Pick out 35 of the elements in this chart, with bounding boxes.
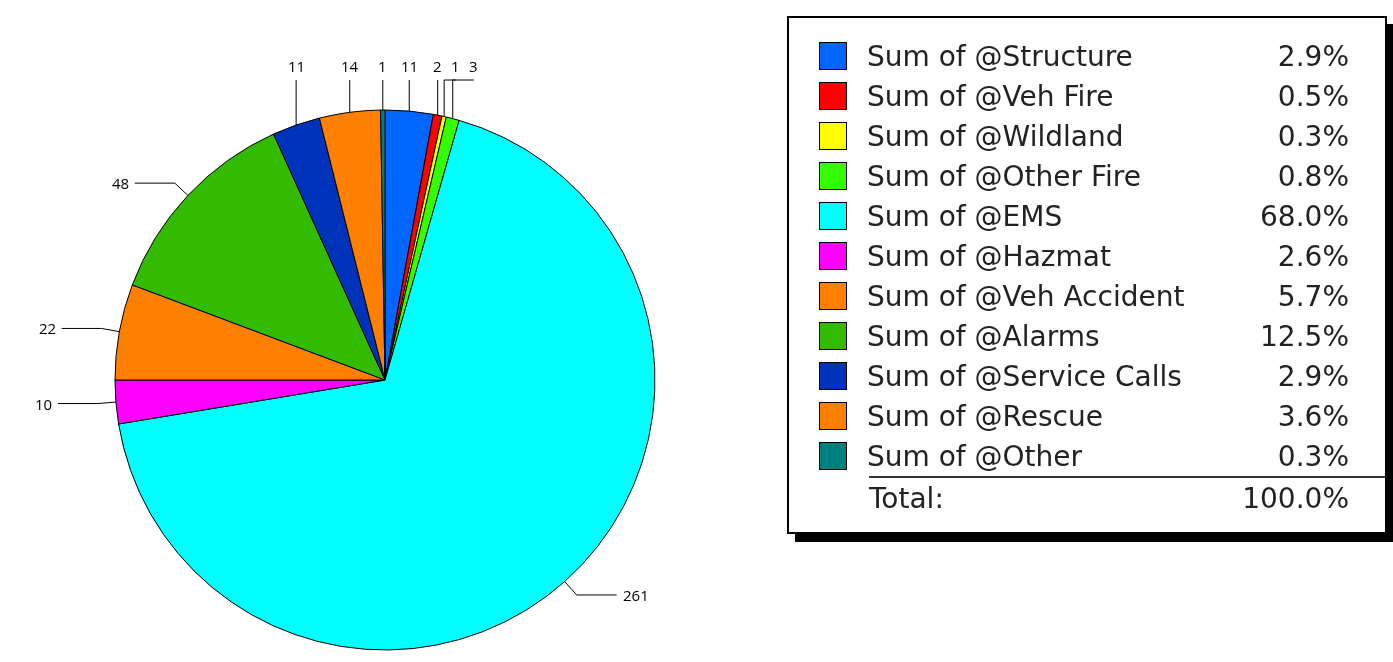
legend-label: Sum of @Structure (867, 39, 1134, 73)
data-label: 3 (469, 56, 478, 76)
text: 0.8% (1276, 159, 1350, 193)
data-label: 11 (401, 56, 419, 76)
text: 0.3% (1276, 119, 1350, 153)
legend-label: Sum of @Other (867, 439, 1084, 473)
data-label: 48 (112, 173, 130, 193)
text: 2.6% (1276, 239, 1350, 273)
legend-label: Sum of @Service Calls (867, 359, 1183, 393)
legend-label: Sum of @Rescue (867, 399, 1104, 433)
data-label: 2 (433, 56, 442, 76)
text: 12.5% (1259, 319, 1350, 353)
legend-label: Sum of @Wildland (867, 119, 1125, 153)
text: Total: (869, 481, 945, 515)
legend-label: Sum of @Veh Accident (867, 279, 1186, 313)
text: 0.3% (1276, 439, 1350, 473)
text: 100.0% (1241, 481, 1350, 515)
data-label: 10 (35, 394, 53, 414)
data-label: 261 (623, 585, 649, 605)
text: 5.7% (1276, 279, 1350, 313)
text: 68.0% (1259, 199, 1350, 233)
legend-label: Sum of @Alarms (867, 319, 1101, 353)
text: 0.5% (1276, 79, 1350, 113)
legend-label: Sum of @Hazmat (867, 239, 1112, 273)
data-label: 1 (451, 56, 460, 76)
text: 2.9% (1276, 39, 1350, 73)
data-label: 14 (341, 56, 359, 76)
text: 2.9% (1276, 359, 1350, 393)
legend-label: Sum of @EMS (867, 199, 1064, 233)
legend-label: Sum of @Veh Fire (867, 79, 1115, 113)
legend-label: Sum of @Other Fire (867, 159, 1142, 193)
data-label: 1 (378, 56, 387, 76)
data-label: 22 (39, 318, 57, 338)
data-label: 11 (288, 56, 306, 76)
text: 3.6% (1276, 399, 1350, 433)
